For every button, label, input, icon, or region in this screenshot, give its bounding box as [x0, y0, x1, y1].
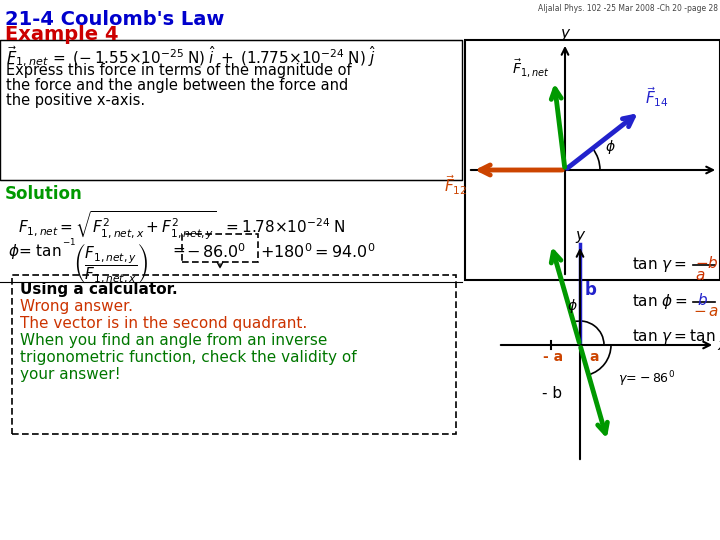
- Text: - a: - a: [543, 350, 563, 364]
- Text: y: y: [575, 228, 585, 243]
- Text: $\vec{F}_{1,net}$: $\vec{F}_{1,net}$: [6, 44, 49, 69]
- Text: $= \;(-\,1.55{\times}10^{-25}\;\mathrm{N})\;\hat{i} \;+\; (1.775{\times}10^{-24}: $= \;(-\,1.55{\times}10^{-25}\;\mathrm{N…: [50, 44, 376, 69]
- Text: $\tan\,\gamma = \tan\,\phi$: $\tan\,\gamma = \tan\,\phi$: [632, 327, 720, 346]
- Text: $=$: $=$: [170, 242, 186, 257]
- Text: Wrong answer.: Wrong answer.: [20, 299, 133, 314]
- Text: $-\,86.0^0$: $-\,86.0^0$: [186, 242, 246, 261]
- Text: 21-4 Coulomb's Law: 21-4 Coulomb's Law: [5, 10, 225, 29]
- Text: Solution: Solution: [5, 185, 83, 203]
- Text: the positive x-axis.: the positive x-axis.: [6, 93, 145, 108]
- Text: $\vec{F}_{1,net}$: $\vec{F}_{1,net}$: [513, 57, 550, 79]
- Text: $\gamma\!=\!-86^0$: $\gamma\!=\!-86^0$: [618, 369, 675, 389]
- Text: x: x: [717, 338, 720, 353]
- Text: The vector is in the second quadrant.: The vector is in the second quadrant.: [20, 316, 307, 331]
- Text: the force and the angle between the force and: the force and the angle between the forc…: [6, 78, 348, 93]
- Text: $\vec{F}_{14}$: $\vec{F}_{14}$: [645, 85, 669, 109]
- Text: Using a calculator.: Using a calculator.: [20, 282, 178, 297]
- Text: $\phi$: $\phi$: [567, 297, 577, 315]
- Text: b: b: [585, 281, 597, 299]
- Text: y: y: [560, 26, 570, 41]
- Text: $+180^0 = 94.0^0$: $+180^0 = 94.0^0$: [260, 242, 375, 261]
- Text: Express this force in terms of the magnitude of: Express this force in terms of the magni…: [6, 63, 351, 78]
- FancyBboxPatch shape: [182, 234, 258, 262]
- Text: your answer!: your answer!: [20, 367, 121, 382]
- Text: $-b$: $-b$: [695, 255, 719, 271]
- Text: $\tan\,\phi = $: $\tan\,\phi = $: [632, 292, 688, 311]
- Text: $-\,a$: $-\,a$: [693, 304, 719, 319]
- Text: - b: - b: [542, 386, 562, 401]
- Text: When you find an angle from an inverse: When you find an angle from an inverse: [20, 333, 328, 348]
- Text: a: a: [589, 350, 599, 364]
- Text: $\left(\dfrac{F_{1,net,y}}{F_{1,net,x}}\right)$: $\left(\dfrac{F_{1,net,y}}{F_{1,net,x}}\…: [73, 242, 148, 286]
- Text: trigonometric function, check the validity of: trigonometric function, check the validi…: [20, 350, 356, 365]
- Text: Example 4: Example 4: [5, 25, 119, 44]
- FancyBboxPatch shape: [12, 275, 456, 434]
- Text: $a$: $a$: [695, 268, 706, 283]
- Text: $\phi$= tan: $\phi$= tan: [8, 242, 61, 261]
- Bar: [0, 40, 462, 180]
- Text: $^{-1}$: $^{-1}$: [62, 238, 76, 251]
- Text: Aljalal Phys. 102 -25 Mar 2008 -Ch 20 -page 28: Aljalal Phys. 102 -25 Mar 2008 -Ch 20 -p…: [538, 4, 718, 13]
- Text: $b$: $b$: [697, 292, 708, 308]
- Text: $\tan\,\gamma = $: $\tan\,\gamma = $: [632, 255, 687, 274]
- Text: $\vec{F}_{12}$: $\vec{F}_{12}$: [444, 173, 467, 197]
- Text: $F_{1,net} = \sqrt{F_{1,net,x}^2 + F_{1,net,y}^2} \;\;= 1.78{\times}10^{-24}\;\m: $F_{1,net} = \sqrt{F_{1,net,x}^2 + F_{1,…: [18, 210, 346, 242]
- Bar: [465, 40, 720, 280]
- Text: $\phi$: $\phi$: [605, 138, 616, 156]
